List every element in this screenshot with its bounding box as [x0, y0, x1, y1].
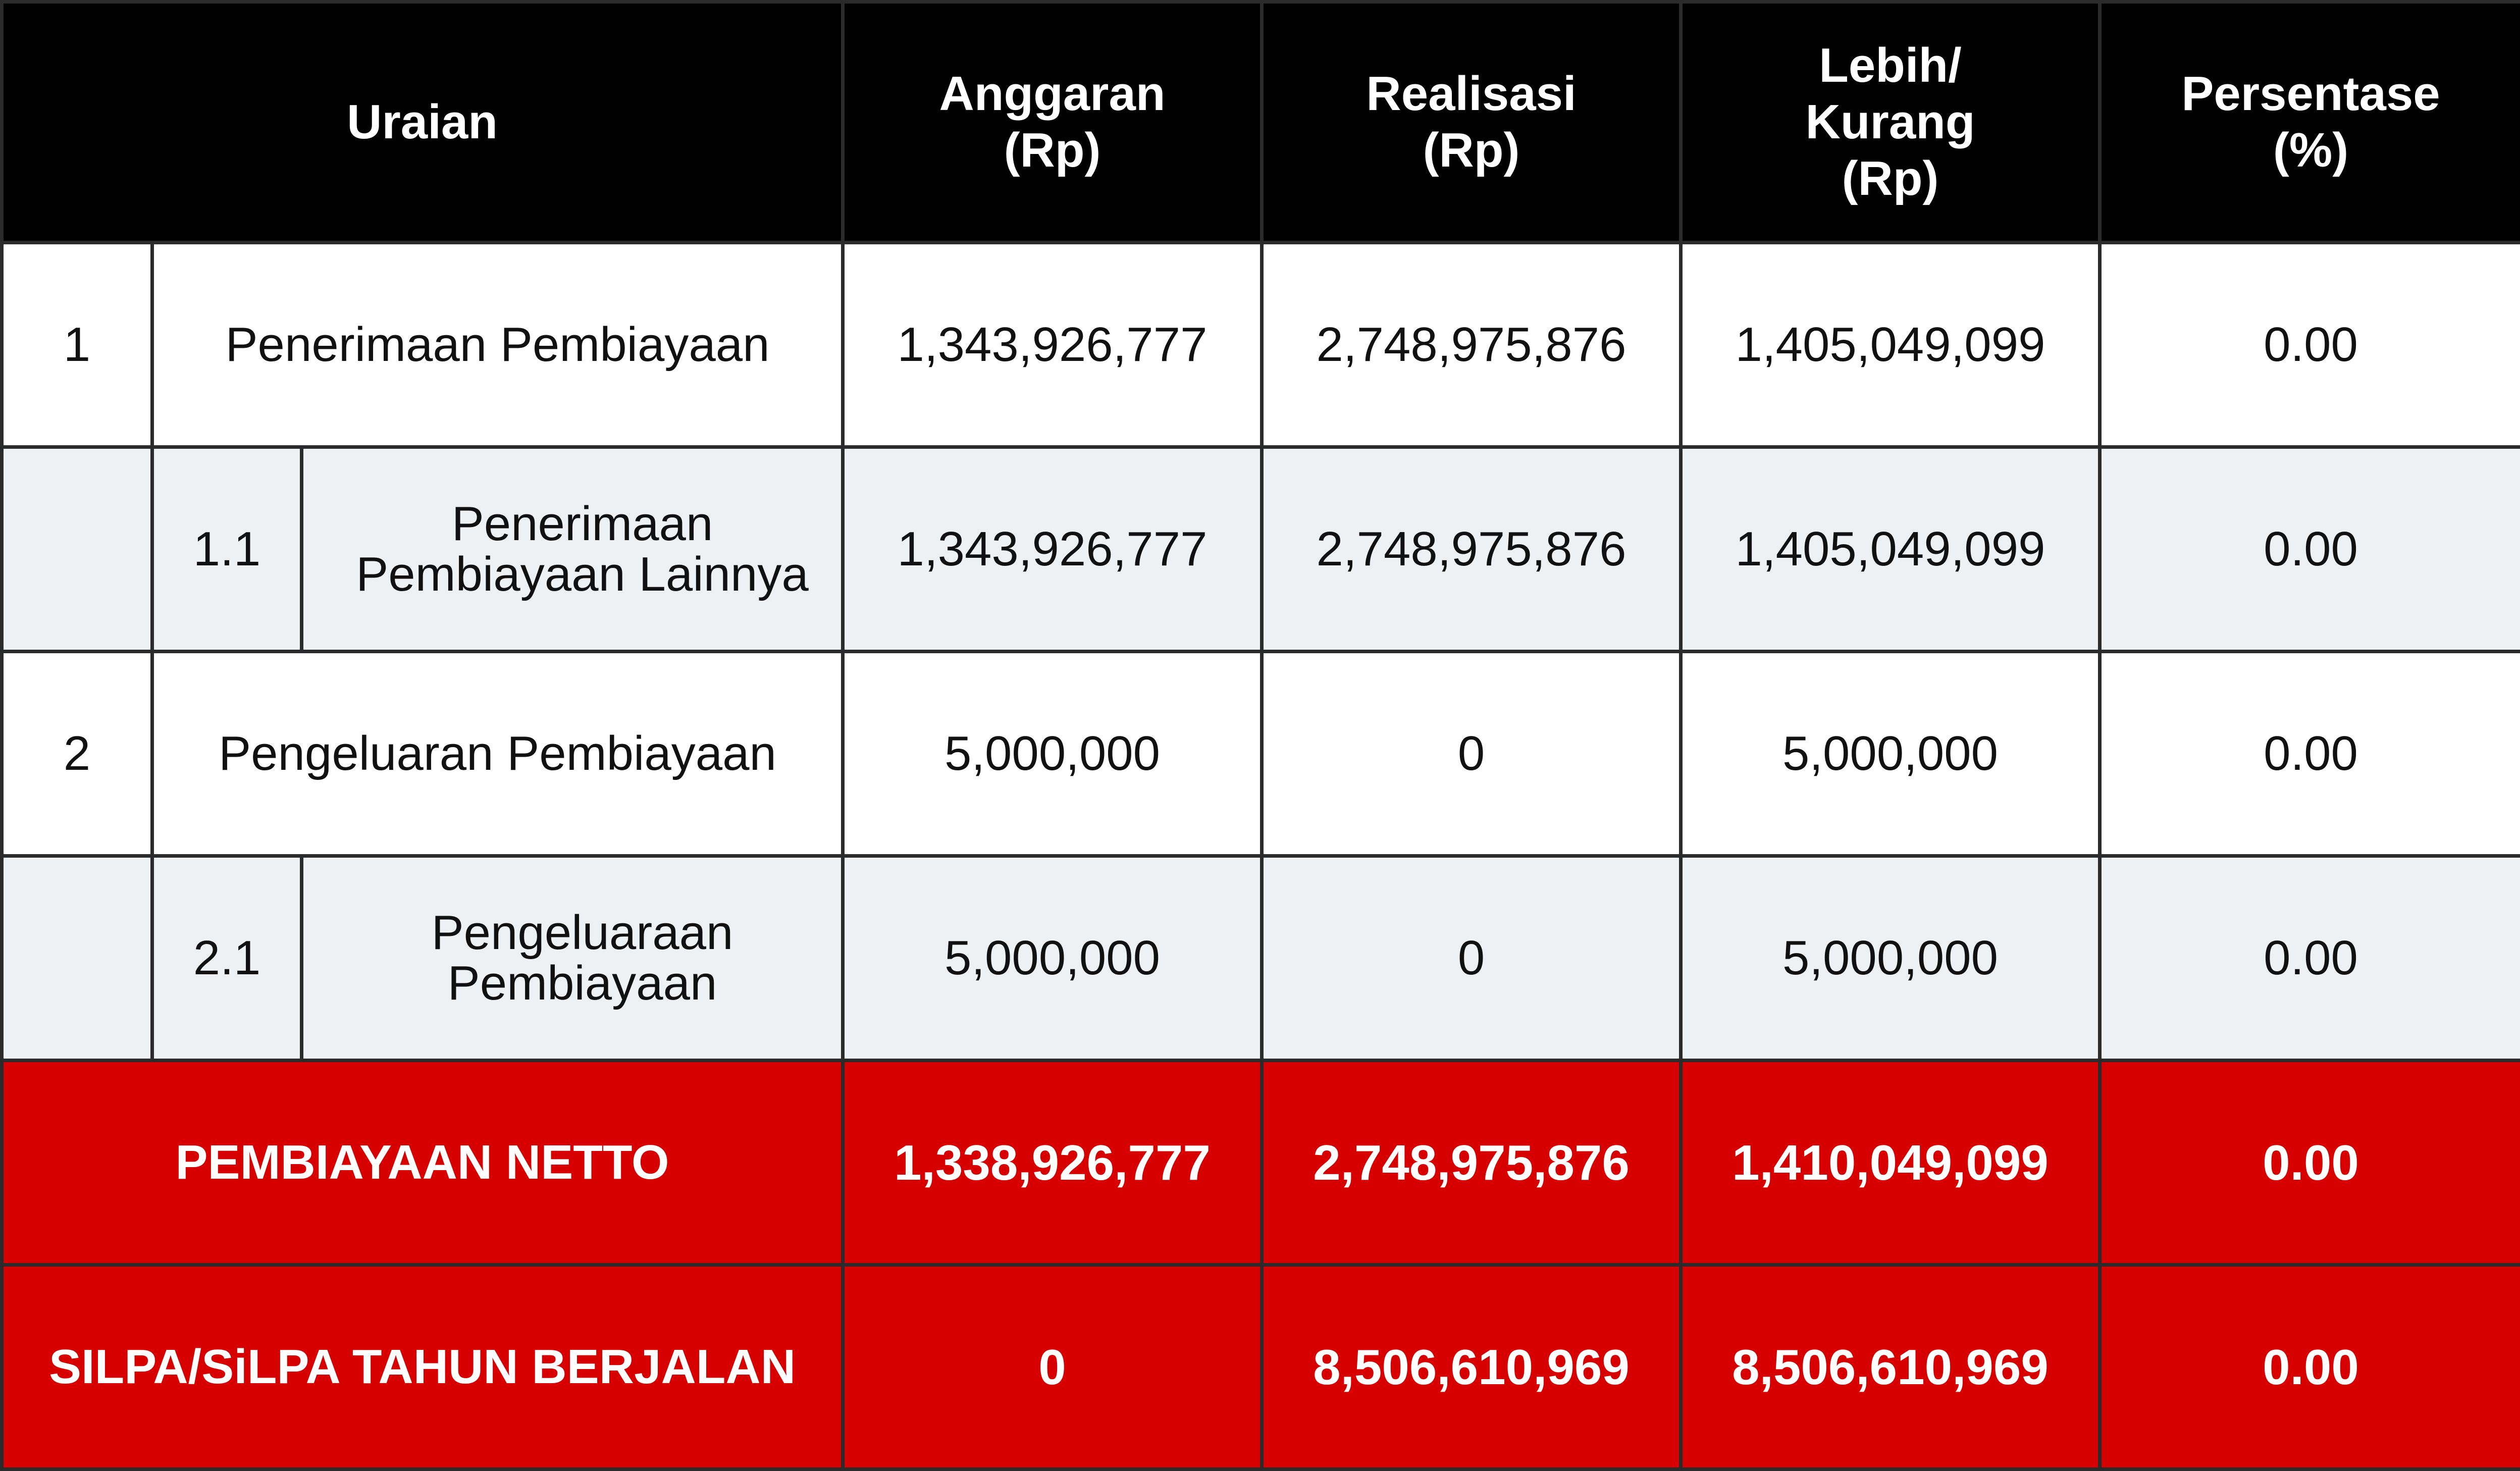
- header-lebih-kurang-line3: (Rp): [1683, 150, 2098, 207]
- header-lebih-kurang-line1: Lebih/: [1683, 37, 2098, 94]
- total-label: SILPA/SiLPA TAHUN BERJALAN: [2, 1265, 843, 1469]
- total-row-silpa: SILPA/SiLPA TAHUN BERJALAN 0 8,506,610,9…: [2, 1265, 2520, 1469]
- table-row: 2.1 Pengeluaraan Pembiayaan 5,000,000 0 …: [2, 856, 2520, 1061]
- header-anggaran-line1: Anggaran: [845, 66, 1260, 122]
- total-persentase-value: 0.00: [2100, 1265, 2520, 1469]
- table-row: 1 Penerimaan Pembiayaan 1,343,926,777 2,…: [2, 243, 2520, 447]
- table-row: 1.1 Penerimaan Pembiayaan Lainnya 1,343,…: [2, 447, 2520, 652]
- total-realisasi-value: 2,748,975,876: [1262, 1061, 1681, 1265]
- persentase-value: 0.00: [2100, 652, 2520, 856]
- anggaran-value: 1,343,926,777: [843, 447, 1262, 652]
- header-realisasi-line2: (Rp): [1264, 122, 1679, 179]
- row-label: Pengeluaraan Pembiayaan: [302, 856, 843, 1061]
- table-row: 2 Pengeluaran Pembiayaan 5,000,000 0 5,0…: [2, 652, 2520, 856]
- header-anggaran-line2: (Rp): [845, 122, 1260, 179]
- lebih-kurang-value: 1,405,049,099: [1681, 447, 2100, 652]
- total-lebih-kurang-value: 1,410,049,099: [1681, 1061, 2100, 1265]
- row-number: [2, 856, 152, 1061]
- sub-row-number: 2.1: [152, 856, 302, 1061]
- header-row: Uraian Anggaran (Rp) Realisasi (Rp) Lebi…: [2, 2, 2520, 243]
- lebih-kurang-value: 1,405,049,099: [1681, 243, 2100, 447]
- header-persentase-line2: (%): [2102, 122, 2520, 179]
- total-label: PEMBIAYAAN NETTO: [2, 1061, 843, 1265]
- realisasi-value: 0: [1262, 652, 1681, 856]
- total-persentase-value: 0.00: [2100, 1061, 2520, 1265]
- row-label: Pengeluaran Pembiayaan: [152, 652, 843, 856]
- persentase-value: 0.00: [2100, 856, 2520, 1061]
- total-anggaran-value: 0: [843, 1265, 1262, 1469]
- anggaran-value: 5,000,000: [843, 652, 1262, 856]
- header-lebih-kurang: Lebih/ Kurang (Rp): [1681, 2, 2100, 243]
- realisasi-value: 0: [1262, 856, 1681, 1061]
- header-uraian-label: Uraian: [4, 94, 841, 150]
- lebih-kurang-value: 5,000,000: [1681, 652, 2100, 856]
- realisasi-value: 2,748,975,876: [1262, 243, 1681, 447]
- anggaran-value: 5,000,000: [843, 856, 1262, 1061]
- anggaran-value: 1,343,926,777: [843, 243, 1262, 447]
- total-anggaran-value: 1,338,926,777: [843, 1061, 1262, 1265]
- realisasi-value: 2,748,975,876: [1262, 447, 1681, 652]
- header-uraian: Uraian: [2, 2, 843, 243]
- total-realisasi-value: 8,506,610,969: [1262, 1265, 1681, 1469]
- total-lebih-kurang-value: 8,506,610,969: [1681, 1265, 2100, 1469]
- header-anggaran: Anggaran (Rp): [843, 2, 1262, 243]
- header-persentase-line1: Persentase: [2102, 66, 2520, 122]
- row-number: 1: [2, 243, 152, 447]
- header-persentase: Persentase (%): [2100, 2, 2520, 243]
- row-number: [2, 447, 152, 652]
- persentase-value: 0.00: [2100, 447, 2520, 652]
- header-realisasi-line1: Realisasi: [1264, 66, 1679, 122]
- sub-row-number: 1.1: [152, 447, 302, 652]
- row-label: Penerimaan Pembiayaan: [152, 243, 843, 447]
- lebih-kurang-value: 5,000,000: [1681, 856, 2100, 1061]
- persentase-value: 0.00: [2100, 243, 2520, 447]
- header-realisasi: Realisasi (Rp): [1262, 2, 1681, 243]
- row-number: 2: [2, 652, 152, 856]
- header-lebih-kurang-line2: Kurang: [1683, 94, 2098, 150]
- row-label: Penerimaan Pembiayaan Lainnya: [302, 447, 843, 652]
- total-row-netto: PEMBIAYAAN NETTO 1,338,926,777 2,748,975…: [2, 1061, 2520, 1265]
